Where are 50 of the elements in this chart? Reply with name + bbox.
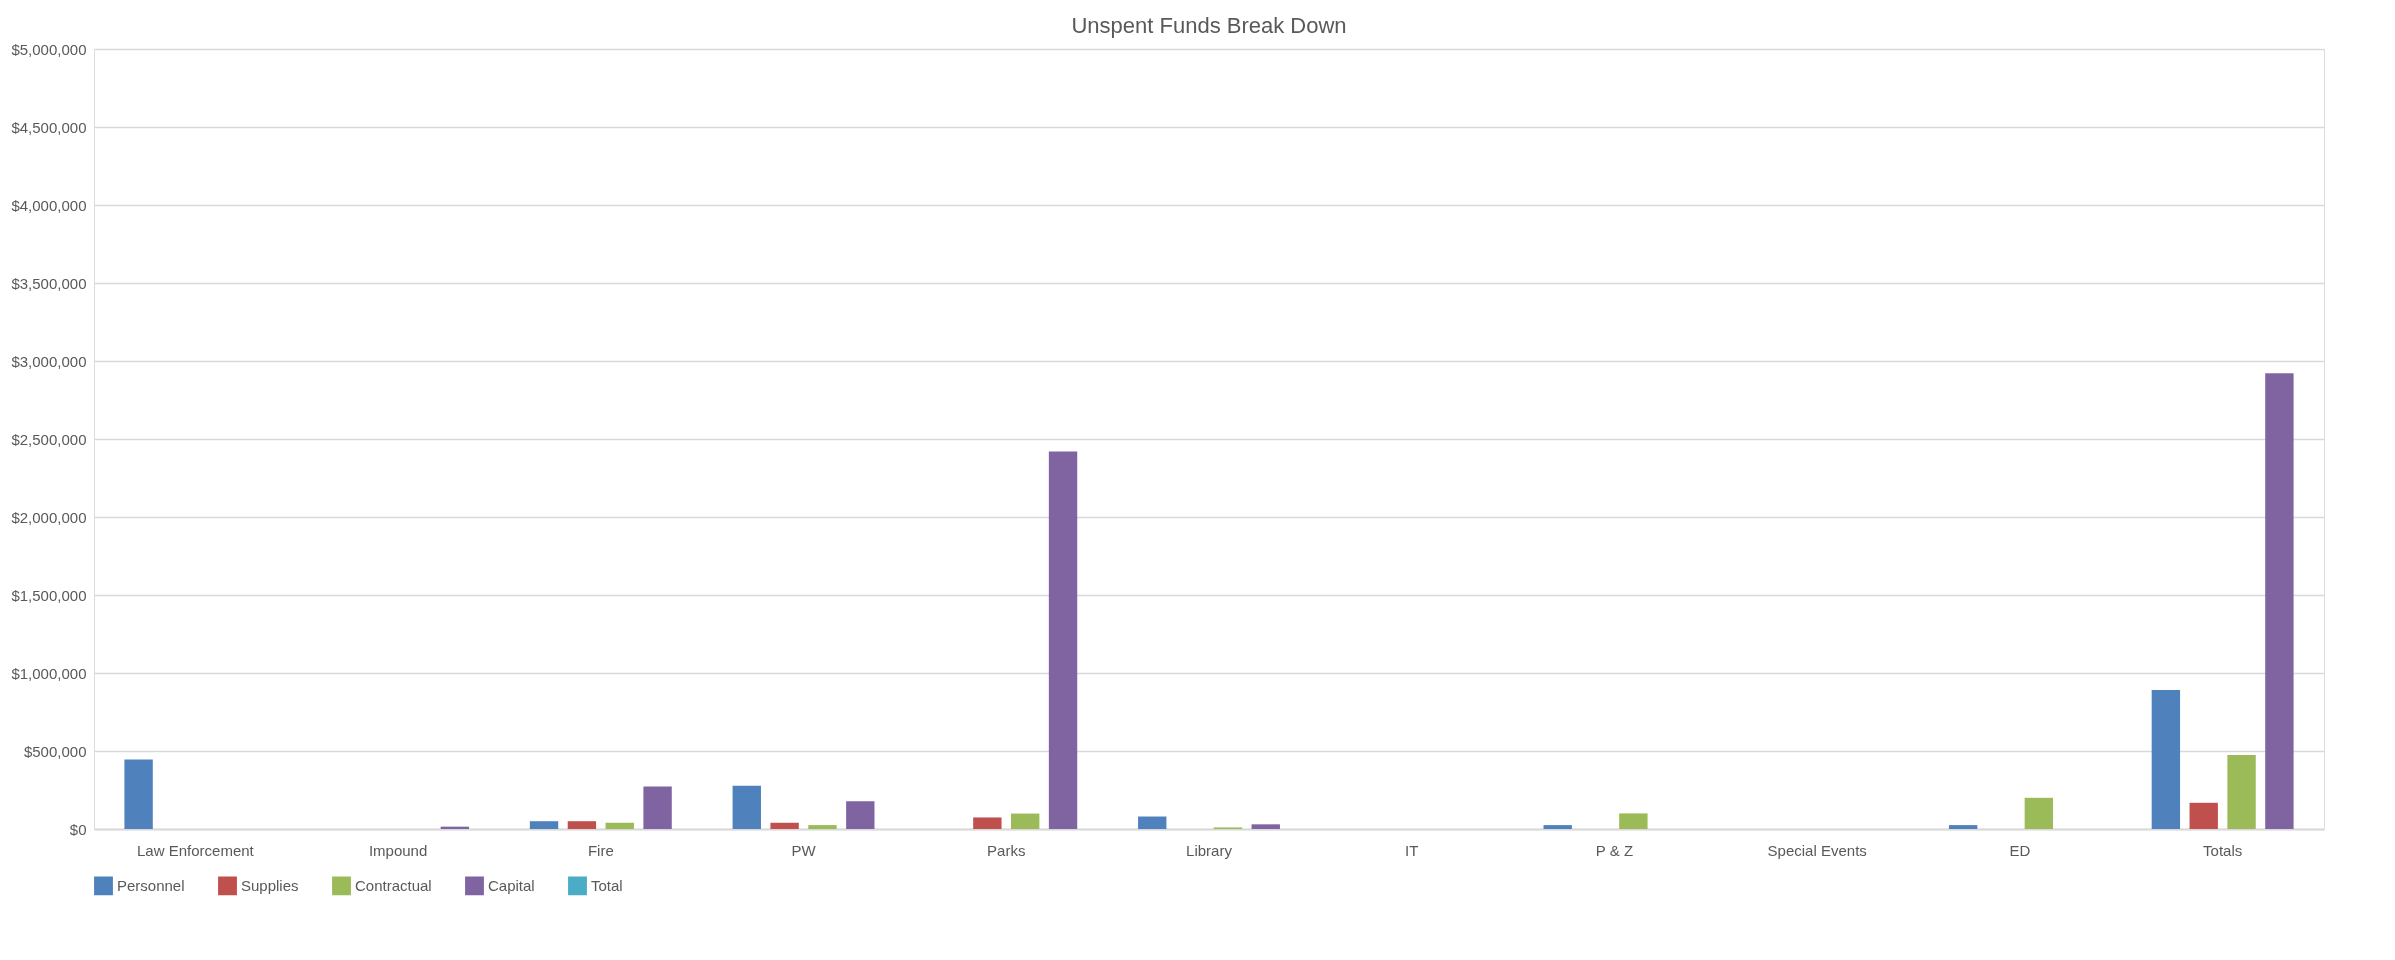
bar <box>1138 816 1167 829</box>
y-tick-label: $5,000,000 <box>11 40 87 58</box>
legend-label: Supplies <box>241 876 299 894</box>
bar <box>2189 802 2218 829</box>
x-tick-label: IT <box>1405 841 1419 859</box>
bar <box>1619 813 1648 829</box>
x-tick-label: ED <box>2009 841 2031 859</box>
y-tick-label: $3,500,000 <box>11 274 87 292</box>
y-tick-label: $0 <box>69 820 87 838</box>
bar <box>124 759 153 829</box>
x-tick-label: Law Enforcement <box>137 841 255 859</box>
chart-title: Unspent Funds Break Down <box>1071 13 1347 38</box>
x-tick-label: Library <box>1186 841 1233 859</box>
bar <box>808 825 837 829</box>
y-tick-label: $4,000,000 <box>11 196 87 214</box>
bar <box>2151 690 2181 829</box>
bar <box>1543 825 1572 829</box>
x-tick-label: P & Z <box>1595 841 1634 859</box>
y-tick-label: $3,000,000 <box>11 352 87 370</box>
bar <box>732 785 761 829</box>
bar <box>567 821 597 829</box>
bar <box>643 786 672 829</box>
bar <box>2024 797 2054 829</box>
bar <box>1948 825 1978 829</box>
legend-label: Total <box>591 876 623 894</box>
bar <box>529 821 559 829</box>
y-tick-label: $1,000,000 <box>11 664 87 682</box>
bar <box>2227 754 2256 829</box>
bar <box>605 822 634 829</box>
x-tick-label: Impound <box>368 841 428 859</box>
y-tick-label: $4,500,000 <box>11 118 87 136</box>
legend-label: Personnel <box>117 876 185 894</box>
legend-label: Capital <box>488 876 535 894</box>
legend-label: Contractual <box>355 876 432 894</box>
x-tick-label: Fire <box>587 841 614 859</box>
bar <box>1011 813 1040 829</box>
x-tick-label: Totals <box>2203 841 2243 859</box>
bar <box>770 822 799 829</box>
bar <box>1048 451 1078 829</box>
bar <box>846 801 875 829</box>
x-tick-label: Special Events <box>1767 841 1867 859</box>
bar <box>973 817 1002 829</box>
y-tick-label: $500,000 <box>23 742 87 760</box>
bar <box>1251 824 1280 829</box>
y-tick-label: $2,500,000 <box>11 430 87 448</box>
x-tick-label: Parks <box>987 841 1026 859</box>
y-tick-label: $1,500,000 <box>11 586 87 604</box>
bar <box>2265 373 2294 829</box>
y-tick-label: $2,000,000 <box>11 508 87 526</box>
x-tick-label: PW <box>791 841 817 859</box>
